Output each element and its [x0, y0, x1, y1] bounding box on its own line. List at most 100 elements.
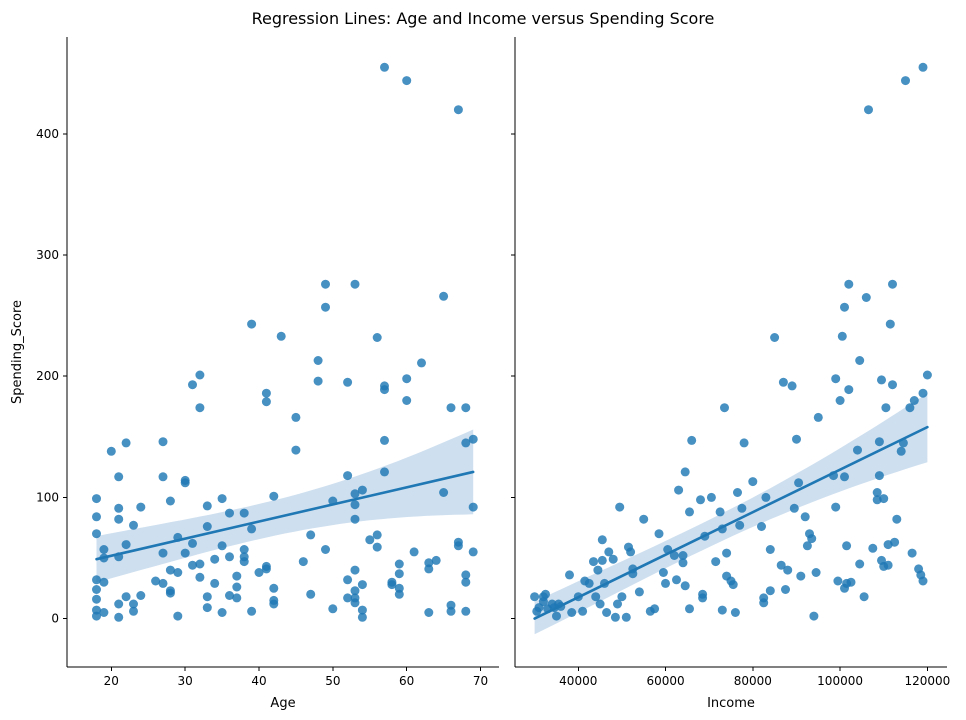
age-x-tick-label: 40: [251, 674, 266, 688]
income-data-point: [615, 502, 625, 512]
age-data-point: [121, 592, 131, 602]
age-data-point: [232, 593, 242, 603]
income-data-point: [883, 560, 893, 570]
age-y-tick-label: 0: [51, 612, 59, 626]
age-data-point: [453, 105, 463, 115]
income-data-point: [831, 502, 841, 512]
age-data-point: [291, 412, 301, 422]
income-data-point: [831, 374, 841, 384]
age-data-point: [165, 496, 175, 506]
age-data-point: [121, 540, 131, 550]
income-data-point: [706, 492, 716, 502]
income-data-point: [796, 571, 806, 581]
age-data-point: [424, 558, 434, 568]
age-data-point: [380, 467, 389, 477]
age-y-tick-label: 100: [36, 490, 59, 504]
age-data-point: [321, 279, 330, 289]
age-data-point: [158, 578, 168, 588]
income-data-point: [650, 604, 660, 614]
age-data-point: [239, 508, 249, 518]
income-data-point: [552, 611, 561, 621]
income-data-point: [844, 385, 854, 395]
income-data-point: [840, 302, 849, 312]
income-data-point: [728, 580, 738, 590]
age-data-point: [468, 502, 478, 512]
age-data-point: [121, 438, 131, 448]
age-data-point: [372, 333, 382, 342]
income-data-point: [678, 558, 688, 568]
age-data-point: [129, 599, 138, 609]
age-data-point: [232, 582, 242, 592]
income-data-point: [792, 434, 801, 444]
age-data-point: [195, 572, 205, 582]
income-x-tick-label: 40000: [559, 674, 597, 688]
income-data-point: [861, 293, 871, 302]
age-data-point: [151, 576, 161, 586]
income-data-point: [864, 105, 873, 115]
age-data-point: [114, 514, 124, 524]
age-data-point: [357, 605, 367, 615]
age-data-point: [202, 501, 212, 511]
age-data-point: [306, 589, 316, 599]
age-data-point: [92, 512, 101, 522]
age-data-point: [321, 545, 330, 554]
income-data-point: [711, 557, 721, 567]
income-data-point: [626, 547, 636, 557]
age-data-point: [114, 503, 124, 513]
income-data-point: [783, 565, 793, 575]
age-data-point: [402, 374, 412, 384]
income-data-point: [674, 485, 684, 495]
age-data-point: [261, 388, 271, 398]
income-data-point: [621, 612, 631, 622]
age-data-point: [106, 446, 116, 456]
income-data-point: [720, 403, 729, 413]
age-data-point: [239, 552, 249, 562]
income-data-point: [541, 589, 550, 599]
income-data-point: [687, 435, 697, 445]
age-data-point: [394, 583, 404, 593]
income-data-point: [658, 568, 668, 577]
age-x-tick-label: 20: [104, 674, 119, 688]
age-data-point: [210, 554, 220, 564]
income-data-point: [715, 507, 725, 517]
income-data-point: [901, 76, 910, 86]
income-x-axis-label: Income: [707, 696, 755, 711]
age-data-point: [188, 560, 197, 570]
age-y-axis-label: Spending_Score: [10, 300, 25, 404]
income-data-point: [722, 548, 732, 558]
income-data-point: [922, 370, 932, 380]
income-data-point: [698, 593, 708, 603]
income-data-point: [868, 543, 878, 553]
age-data-point: [372, 542, 382, 552]
age-data-point: [247, 319, 257, 329]
age-x-tick-label: 60: [399, 674, 414, 688]
age-data-point: [461, 438, 471, 448]
income-data-point: [855, 559, 865, 569]
age-data-point: [431, 555, 441, 565]
age-data-point: [394, 559, 404, 569]
age-data-point: [461, 577, 471, 587]
income-data-point: [896, 446, 906, 456]
income-data-point: [853, 445, 862, 455]
income-data-point: [890, 537, 900, 547]
age-data-point: [321, 302, 330, 312]
income-data-point: [597, 555, 607, 565]
income-data-point: [759, 598, 769, 608]
age-data-point: [92, 605, 101, 615]
income-data-point: [918, 62, 928, 72]
age-data-point: [92, 594, 101, 604]
age-data-point: [402, 76, 412, 86]
age-data-point: [99, 545, 109, 554]
age-data-point: [468, 434, 478, 444]
income-data-point: [888, 279, 897, 289]
income-data-point: [567, 608, 577, 617]
age-data-point: [232, 571, 242, 581]
age-data-point: [165, 586, 175, 596]
income-data-point: [800, 512, 810, 522]
age-x-tick-label: 30: [178, 674, 193, 688]
income-data-point: [639, 514, 649, 524]
age-x-tick-label: 50: [325, 674, 340, 688]
age-data-point: [453, 537, 463, 547]
age-x-axis-label: Age: [270, 696, 295, 711]
income-data-point: [918, 388, 928, 398]
